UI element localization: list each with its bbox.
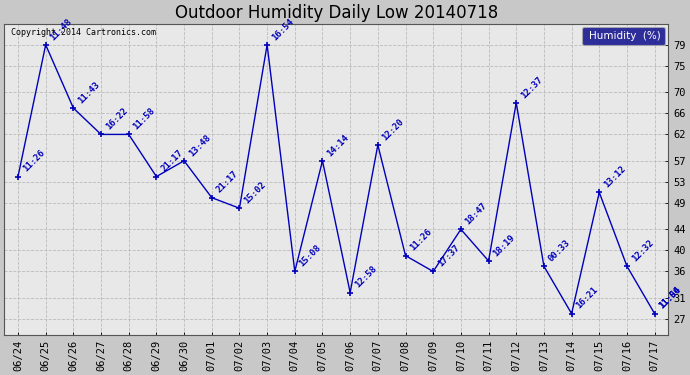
Text: 12:32: 12:32 (630, 238, 655, 263)
Text: 00:33: 00:33 (546, 238, 572, 263)
Legend: Humidity  (%): Humidity (%) (582, 27, 665, 45)
Text: 15:08: 15:08 (297, 243, 323, 269)
Text: 11:58: 11:58 (132, 106, 157, 132)
Text: 16:21: 16:21 (574, 285, 600, 311)
Text: 11:04: 11:04 (658, 285, 683, 311)
Text: 12:20: 12:20 (381, 117, 406, 142)
Text: 17:37: 17:37 (436, 243, 462, 269)
Text: 21:17: 21:17 (159, 148, 184, 174)
Text: 11:56: 11:56 (658, 285, 683, 311)
Text: 11:26: 11:26 (21, 148, 46, 174)
Text: 16:22: 16:22 (104, 106, 129, 132)
Text: 16:54: 16:54 (270, 16, 295, 42)
Text: 13:12: 13:12 (602, 164, 627, 190)
Text: 18:47: 18:47 (464, 201, 489, 226)
Text: 11:26: 11:26 (408, 228, 433, 253)
Text: 12:37: 12:37 (519, 75, 544, 100)
Text: 12:58: 12:58 (353, 264, 378, 290)
Text: 11:48: 11:48 (48, 16, 74, 42)
Text: 14:14: 14:14 (325, 133, 351, 158)
Text: 21:17: 21:17 (215, 170, 240, 195)
Text: 13:48: 13:48 (187, 133, 213, 158)
Text: 18:19: 18:19 (491, 233, 517, 258)
Text: 11:43: 11:43 (76, 80, 101, 105)
Title: Outdoor Humidity Daily Low 20140718: Outdoor Humidity Daily Low 20140718 (175, 4, 498, 22)
Text: Copyright 2014 Cartronics.com: Copyright 2014 Cartronics.com (11, 28, 156, 38)
Text: 15:02: 15:02 (242, 180, 268, 206)
